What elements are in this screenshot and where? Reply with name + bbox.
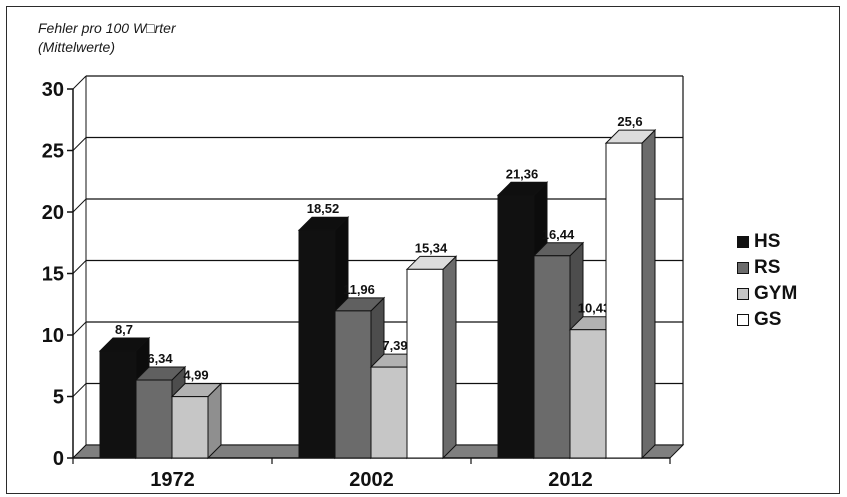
x-category-label: 1972 <box>150 469 195 491</box>
y-tick-label: 0 <box>53 448 64 470</box>
bar-side <box>641 128 656 460</box>
legend-item-gym: GYM <box>737 281 797 307</box>
legend-label: RS <box>754 257 781 278</box>
data-label: 11,96 <box>343 282 375 297</box>
y-axis-title-line2: (Mittelwerte) <box>38 39 116 55</box>
legend-label: GS <box>754 309 782 330</box>
legend: HS RS GYM GS <box>737 229 797 333</box>
data-label: 16,44 <box>542 227 575 242</box>
gridline-depth <box>72 198 87 213</box>
data-label: 7,39 <box>382 338 407 353</box>
x-category-label: 2012 <box>548 469 593 491</box>
legend-swatch <box>737 288 749 300</box>
data-label: 25,6 <box>617 114 642 129</box>
bar-side <box>442 255 457 460</box>
bar-hs <box>99 350 137 459</box>
bar-rs <box>135 379 173 459</box>
data-label: 6,34 <box>147 351 173 366</box>
legend-label: HS <box>754 231 781 252</box>
data-label: 18,52 <box>307 201 340 216</box>
y-tick-label: 25 <box>42 141 64 163</box>
data-label: 10,43 <box>578 301 611 316</box>
y-tick-label: 30 <box>42 79 64 101</box>
legend-item-hs: HS <box>737 229 797 255</box>
bar-hs <box>298 229 336 459</box>
data-label: 4,99 <box>183 368 208 383</box>
legend-swatch <box>737 314 749 326</box>
data-label: 21,36 <box>506 166 539 181</box>
legend-label: GYM <box>754 283 798 304</box>
legend-swatch <box>737 236 749 248</box>
y-axis-title: Fehler pro 100 W□rter (Mittelwerte) <box>38 19 176 57</box>
legend-swatch <box>737 262 749 274</box>
legend-item-gs: GS <box>737 307 797 333</box>
gridline-depth <box>72 137 87 151</box>
data-label: 8,7 <box>115 322 133 337</box>
bar-gs <box>406 268 444 459</box>
bar-gym <box>171 396 209 459</box>
y-tick-label: 20 <box>42 202 64 224</box>
legend-item-rs: RS <box>737 255 797 281</box>
gridline-depth <box>72 260 87 274</box>
bar-rs <box>533 255 571 459</box>
y-tick-label: 5 <box>53 387 64 409</box>
y-axis-title-line1: Fehler pro 100 W□rter <box>38 20 176 36</box>
bar-rs <box>334 310 372 459</box>
bar-gym <box>370 366 408 459</box>
bar-hs <box>497 194 535 459</box>
x-category-label: 2002 <box>349 469 394 491</box>
y-tick-label: 10 <box>42 325 64 347</box>
data-label: 15,34 <box>415 240 448 255</box>
y-tick-label: 15 <box>42 264 64 286</box>
bar-gym <box>569 329 607 459</box>
gridline-depth <box>72 75 87 90</box>
gridline-depth <box>72 321 87 336</box>
gridline-depth <box>72 383 87 397</box>
chart-frame <box>6 6 840 494</box>
bar-gs <box>605 142 643 459</box>
